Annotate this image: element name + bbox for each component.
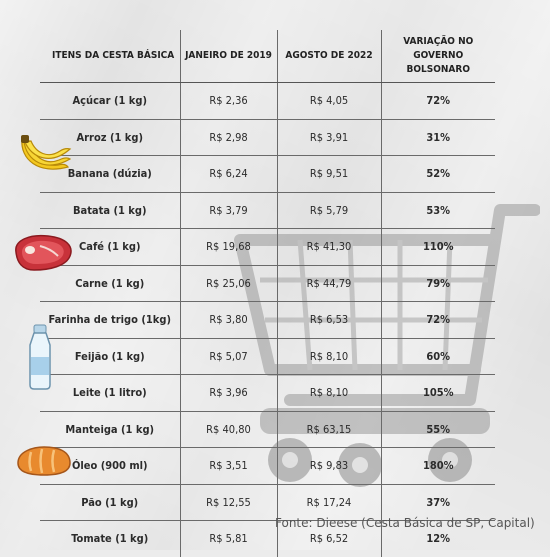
price-aug-2022: R$ 6,53 (276, 301, 381, 338)
price-jan-2019: R$ 5,07 (179, 337, 277, 375)
bread-icon (17, 446, 71, 476)
price-jan-2019: R$ 40,80 (179, 410, 277, 448)
table-row: Pão (1 kg) R$ 12,55 R$ 17,24 37% (40, 483, 495, 521)
steak-icon (15, 234, 72, 271)
table-body: Açúcar (1 kg) R$ 2,36 R$ 4,05 72% Arroz (1 k… (40, 82, 495, 557)
item-name: Tomate (1 kg) (40, 520, 180, 557)
price-aug-2022: R$ 41,30 (276, 228, 381, 265)
item-name: Batata (1 kg) (40, 191, 180, 229)
item-name: Manteiga (1 kg) (40, 410, 180, 448)
milk-bottle-icon (29, 324, 51, 390)
table-row: Açúcar (1 kg) R$ 2,36 R$ 4,05 72% (40, 82, 495, 119)
table-header-row: ITENS DA CESTA BÁSICA JANEIRO DE 2019 AG… (40, 30, 495, 83)
price-jan-2019: R$ 6,24 (179, 155, 277, 192)
price-aug-2022: R$ 9,83 (276, 447, 381, 484)
price-jan-2019: R$ 3,51 (179, 447, 277, 484)
price-aug-2022: R$ 44,79 (276, 264, 381, 302)
item-name: Feijão (1 kg) (40, 337, 180, 375)
variation-percent: 110% (380, 228, 495, 265)
price-aug-2022: R$ 9,51 (276, 155, 381, 192)
header-jan-2019: JANEIRO DE 2019 (179, 30, 277, 83)
table-row: Feijão (1 kg) R$ 5,07 R$ 8,10 60% (40, 337, 495, 375)
item-name: Carne (1 kg) (40, 264, 180, 302)
price-jan-2019: R$ 19,68 (179, 228, 277, 265)
item-name: Pão (1 kg) (40, 483, 180, 521)
variation-percent: 105% (380, 374, 495, 411)
table-row: Óleo (900 ml) R$ 3,51 R$ 9,83 180% (40, 447, 495, 484)
table-row: Batata (1 kg) R$ 3,79 R$ 5,79 53% (40, 191, 495, 229)
price-aug-2022: R$ 8,10 (276, 337, 381, 375)
header-variation: VARIAÇÃO NO GOVERNO BOLSONARO (380, 30, 495, 83)
price-jan-2019: R$ 5,81 (179, 520, 277, 557)
table-row: Café (1 kg) R$ 19,68 R$ 41,30 110% (40, 228, 495, 265)
price-jan-2019: R$ 3,79 (179, 191, 277, 229)
price-aug-2022: R$ 63,15 (276, 410, 381, 448)
price-aug-2022: R$ 3,91 (276, 118, 381, 156)
item-name: Farinha de trigo (1kg) (40, 301, 180, 338)
table-row: Leite (1 litro) R$ 3,96 R$ 8,10 105% (40, 374, 495, 411)
source-caption: Fonte: Dieese (Cesta Básica de SP, Capit… (275, 516, 535, 530)
variation-percent: 79% (380, 264, 495, 302)
price-aug-2022: R$ 5,79 (276, 191, 381, 229)
price-jan-2019: R$ 3,80 (179, 301, 277, 338)
price-jan-2019: R$ 2,98 (179, 118, 277, 156)
basic-basket-table: ITENS DA CESTA BÁSICA JANEIRO DE 2019 AG… (40, 30, 495, 557)
table-row: Banana (dúzia) R$ 6,24 R$ 9,51 52% (40, 155, 495, 192)
variation-percent: 180% (380, 447, 495, 484)
variation-percent: 31% (380, 118, 495, 156)
variation-percent: 60% (380, 337, 495, 375)
price-jan-2019: R$ 2,36 (179, 82, 277, 119)
header-aug-2022: AGOSTO DE 2022 (276, 30, 381, 83)
table-row: Manteiga (1 kg) R$ 40,80 R$ 63,15 55% (40, 410, 495, 448)
variation-percent: 52% (380, 155, 495, 192)
item-name: Leite (1 litro) (40, 374, 180, 411)
price-aug-2022: R$ 4,05 (276, 82, 381, 119)
header-items: ITENS DA CESTA BÁSICA (40, 30, 180, 83)
variation-percent: 55% (380, 410, 495, 448)
price-aug-2022: R$ 8,10 (276, 374, 381, 411)
variation-percent: 72% (380, 301, 495, 338)
variation-percent: 53% (380, 191, 495, 229)
price-jan-2019: R$ 3,96 (179, 374, 277, 411)
item-name: Açúcar (1 kg) (72, 94, 147, 108)
table-row: Arroz (1 kg) R$ 2,98 R$ 3,91 31% (40, 118, 495, 156)
price-jan-2019: R$ 12,55 (179, 483, 277, 521)
banana-icon (21, 135, 72, 170)
price-jan-2019: R$ 25,06 (179, 264, 277, 302)
table-row: Farinha de trigo (1kg) R$ 3,80 R$ 6,53 72% (40, 301, 495, 338)
table-row: Carne (1 kg) R$ 25,06 R$ 44,79 79% (40, 264, 495, 302)
variation-percent: 72% (380, 82, 495, 119)
variation-percent: 37% (380, 483, 495, 521)
price-aug-2022: R$ 17,24 (276, 483, 381, 521)
